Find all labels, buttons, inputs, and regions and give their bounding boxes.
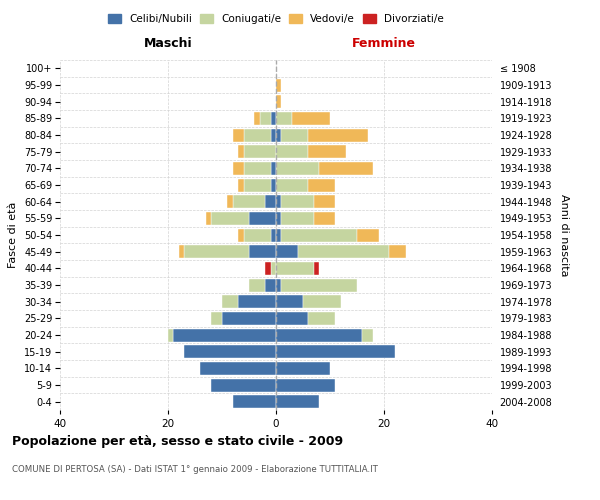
Bar xyxy=(276,212,281,225)
Bar xyxy=(308,178,335,192)
Bar xyxy=(281,228,357,241)
Bar xyxy=(281,128,308,141)
Bar xyxy=(254,112,260,125)
Bar xyxy=(276,295,303,308)
Bar xyxy=(276,128,281,141)
Bar xyxy=(179,245,184,258)
Bar xyxy=(319,162,373,175)
Bar xyxy=(276,195,281,208)
Bar xyxy=(308,312,335,325)
Bar xyxy=(308,145,346,158)
Bar xyxy=(362,328,373,342)
Text: Popolazione per età, sesso e stato civile - 2009: Popolazione per età, sesso e stato civil… xyxy=(12,435,343,448)
Bar xyxy=(244,128,271,141)
Legend: Celibi/Nubili, Coniugati/e, Vedovi/e, Divorziati/e: Celibi/Nubili, Coniugati/e, Vedovi/e, Di… xyxy=(104,10,448,29)
Bar xyxy=(233,395,276,408)
Bar xyxy=(173,328,276,342)
Bar xyxy=(222,295,238,308)
Bar xyxy=(276,262,314,275)
Bar xyxy=(227,195,233,208)
Bar xyxy=(389,245,406,258)
Bar xyxy=(276,162,319,175)
Bar xyxy=(314,212,335,225)
Bar xyxy=(206,212,211,225)
Bar xyxy=(260,112,271,125)
Text: COMUNE DI PERTOSA (SA) - Dati ISTAT 1° gennaio 2009 - Elaborazione TUTTITALIA.IT: COMUNE DI PERTOSA (SA) - Dati ISTAT 1° g… xyxy=(12,465,378,474)
Bar xyxy=(276,278,281,291)
Bar xyxy=(233,128,244,141)
Bar xyxy=(276,145,308,158)
Bar xyxy=(211,312,222,325)
Bar xyxy=(276,378,335,392)
Bar xyxy=(265,278,276,291)
Bar xyxy=(271,178,276,192)
Bar xyxy=(276,328,362,342)
Bar xyxy=(271,112,276,125)
Bar xyxy=(244,228,271,241)
Bar xyxy=(249,212,276,225)
Bar xyxy=(357,228,379,241)
Bar xyxy=(276,78,281,92)
Bar xyxy=(238,178,244,192)
Bar xyxy=(211,212,249,225)
Bar xyxy=(314,262,319,275)
Bar xyxy=(249,278,265,291)
Bar xyxy=(308,128,368,141)
Bar xyxy=(233,162,244,175)
Bar xyxy=(238,228,244,241)
Bar xyxy=(271,228,276,241)
Bar xyxy=(303,295,341,308)
Bar xyxy=(184,345,276,358)
Bar xyxy=(276,95,281,108)
Bar xyxy=(292,112,330,125)
Bar xyxy=(222,312,276,325)
Bar xyxy=(276,178,308,192)
Bar xyxy=(249,245,276,258)
Bar xyxy=(184,245,249,258)
Y-axis label: Fasce di età: Fasce di età xyxy=(8,202,19,268)
Bar xyxy=(276,228,281,241)
Bar xyxy=(276,362,330,375)
Bar xyxy=(281,278,357,291)
Bar xyxy=(271,262,276,275)
Bar xyxy=(168,328,173,342)
Bar xyxy=(298,245,389,258)
Bar xyxy=(200,362,276,375)
Bar xyxy=(314,195,335,208)
Bar xyxy=(244,145,276,158)
Bar xyxy=(276,395,319,408)
Bar xyxy=(211,378,276,392)
Bar xyxy=(271,128,276,141)
Bar xyxy=(238,295,276,308)
Bar xyxy=(238,145,244,158)
Bar xyxy=(265,195,276,208)
Bar xyxy=(281,195,314,208)
Bar xyxy=(271,162,276,175)
Bar xyxy=(276,312,308,325)
Bar xyxy=(244,162,271,175)
Bar xyxy=(276,245,298,258)
Bar xyxy=(281,212,314,225)
Bar xyxy=(233,195,265,208)
Bar xyxy=(244,178,271,192)
Y-axis label: Anni di nascita: Anni di nascita xyxy=(559,194,569,276)
Text: Femmine: Femmine xyxy=(352,36,416,50)
Bar xyxy=(276,112,292,125)
Text: Maschi: Maschi xyxy=(143,36,193,50)
Bar xyxy=(276,345,395,358)
Bar xyxy=(265,262,271,275)
